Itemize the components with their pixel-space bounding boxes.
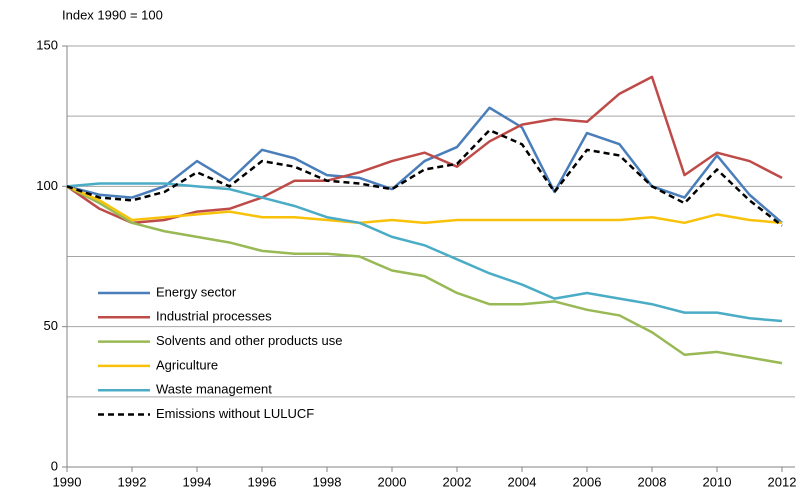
series-line xyxy=(66,185,783,365)
series-line xyxy=(66,182,783,323)
y-tick-label: 150 xyxy=(36,37,58,52)
legend-label: Emissions without LULUCF xyxy=(156,406,314,421)
y-tick-label: 100 xyxy=(36,178,58,193)
legend-label: Energy sector xyxy=(156,284,237,299)
series-line xyxy=(66,128,783,227)
series-line xyxy=(66,75,783,225)
legend-label: Agriculture xyxy=(156,357,218,372)
x-tick-label: 2004 xyxy=(508,474,537,489)
y-axis-label: Index 1990 = 100 xyxy=(62,7,163,22)
x-tick-label: 2006 xyxy=(573,474,602,489)
x-tick-label: 2000 xyxy=(378,474,407,489)
legend-label: Industrial processes xyxy=(156,309,272,324)
legend-label: Solvents and other products use xyxy=(156,333,342,348)
x-tick-label: 2008 xyxy=(638,474,667,489)
y-tick-label: 50 xyxy=(44,318,58,333)
x-tick-label: 1998 xyxy=(313,474,342,489)
x-tick-label: 2012 xyxy=(768,474,797,489)
x-tick-label: 2010 xyxy=(703,474,732,489)
series-line xyxy=(66,185,783,225)
x-tick-label: 1994 xyxy=(183,474,212,489)
x-tick-label: 1996 xyxy=(248,474,277,489)
y-tick-label: 0 xyxy=(51,458,58,473)
x-tick-label: 2002 xyxy=(443,474,472,489)
x-tick-label: 1990 xyxy=(53,474,82,489)
series-line xyxy=(66,106,783,224)
legend-label: Waste management xyxy=(156,382,272,397)
x-tick-label: 1992 xyxy=(118,474,147,489)
